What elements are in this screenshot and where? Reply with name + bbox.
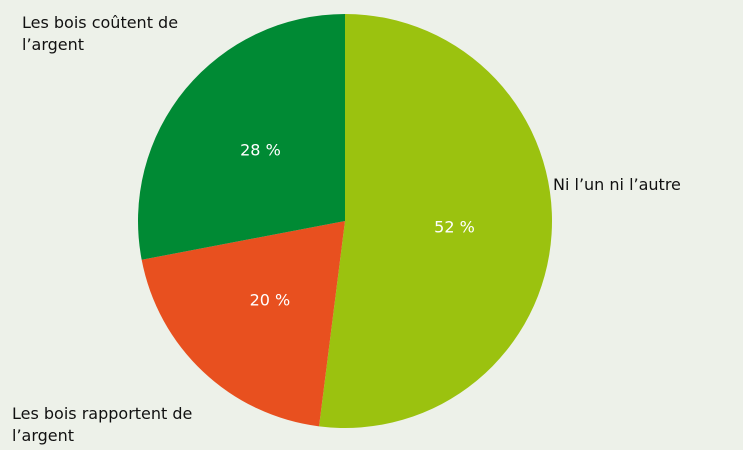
- data-label: 28 %: [240, 141, 281, 160]
- category-label: Ni l’un ni l’autre: [553, 175, 681, 194]
- pie-slice: [319, 14, 552, 429]
- pie-slice: [137, 14, 345, 260]
- data-label: 52 %: [434, 217, 475, 236]
- category-label: Les bois rapportent de l’argent: [12, 404, 193, 445]
- pie-slice: [141, 221, 345, 427]
- category-label: Les bois coûtent de l’argent: [22, 13, 179, 54]
- data-label: 20 %: [250, 290, 291, 309]
